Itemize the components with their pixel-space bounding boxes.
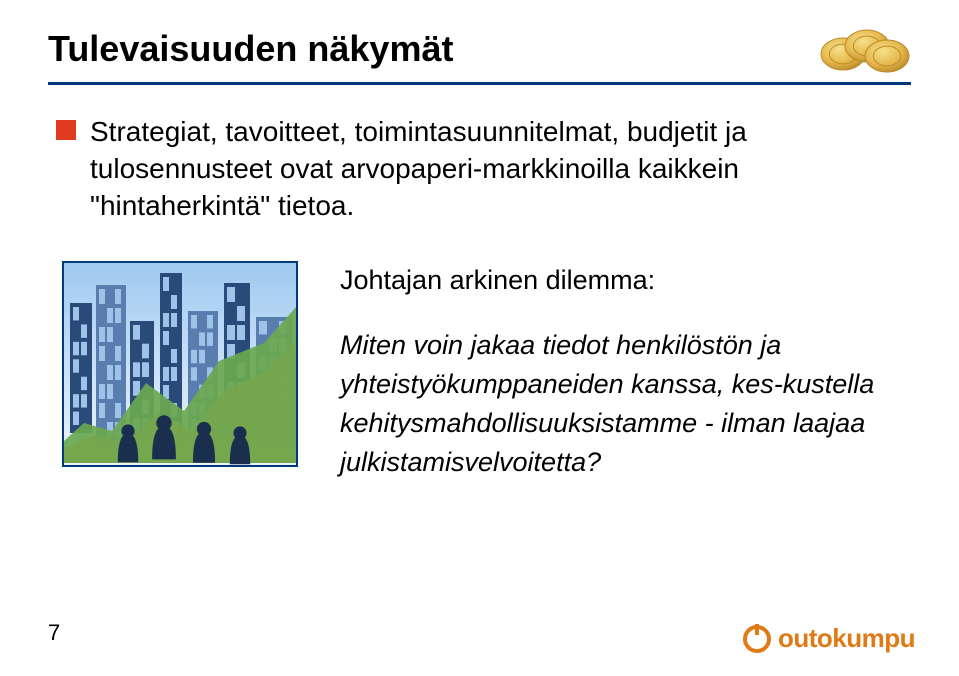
slide-title: Tulevaisuuden näkymät [48, 28, 911, 70]
bullet-text: Strategiat, tavoitteet, toimintasuunnite… [90, 113, 911, 225]
logo-icon [742, 624, 772, 654]
bullet-square-icon [56, 120, 76, 140]
content-row: Johtajan arkinen dilemma: Miten voin jak… [48, 261, 911, 483]
coins-image [809, 20, 919, 75]
title-rule [48, 82, 911, 85]
bullet-item: Strategiat, tavoitteet, toimintasuunnite… [48, 113, 911, 225]
logo-text: outokumpu [778, 623, 915, 654]
dilemma-body: Miten voin jakaa tiedot henkilöstön ja y… [340, 326, 911, 483]
illustration [62, 261, 298, 467]
page-number: 7 [48, 620, 60, 646]
logo: outokumpu [742, 623, 915, 654]
dilemma-block: Johtajan arkinen dilemma: Miten voin jak… [340, 261, 911, 483]
slide: Tulevaisuuden näkymät Strategiat, tavoit… [0, 0, 959, 676]
dilemma-lead: Johtajan arkinen dilemma: [340, 261, 911, 300]
